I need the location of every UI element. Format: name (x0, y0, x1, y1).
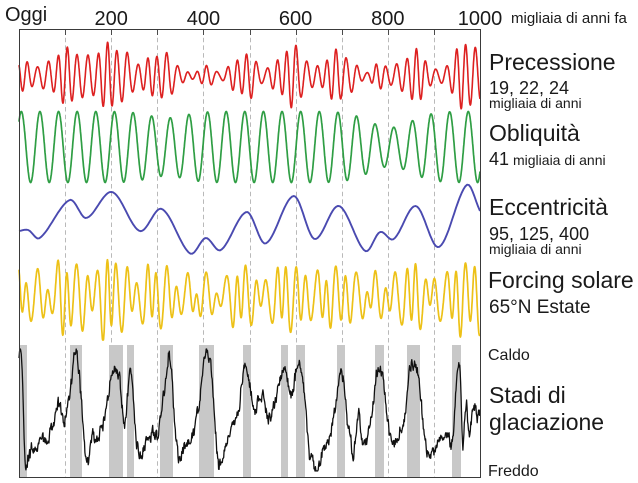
svg-text:Freddo: Freddo (488, 463, 539, 480)
svg-text:Oggi: Oggi (5, 4, 47, 26)
svg-text:1000: 1000 (458, 8, 503, 30)
svg-text:Forcing solare: Forcing solare (488, 267, 634, 293)
svg-text:Obliquità: Obliquità (489, 120, 580, 146)
svg-text:Stadi di: Stadi di (489, 382, 566, 408)
svg-text:200: 200 (95, 8, 128, 30)
svg-text:migliaia di anni: migliaia di anni (489, 241, 582, 257)
svg-text:95, 125, 400: 95, 125, 400 (489, 224, 589, 244)
svg-text:migliaia di anni: migliaia di anni (513, 152, 606, 168)
svg-text:migliaia di anni fa: migliaia di anni fa (511, 10, 628, 27)
svg-text:600: 600 (279, 8, 312, 30)
svg-text:19, 22, 24: 19, 22, 24 (489, 78, 569, 98)
svg-text:400: 400 (187, 8, 220, 30)
svg-text:Eccentricità: Eccentricità (489, 194, 608, 220)
svg-text:migliaia di anni: migliaia di anni (489, 95, 582, 111)
svg-text:glaciazione: glaciazione (489, 409, 604, 435)
svg-text:41: 41 (489, 149, 509, 169)
svg-text:800: 800 (371, 8, 404, 30)
svg-text:Caldo: Caldo (488, 347, 530, 364)
svg-text:65°N Estate: 65°N Estate (489, 297, 591, 318)
svg-text:Precessione: Precessione (489, 49, 616, 75)
